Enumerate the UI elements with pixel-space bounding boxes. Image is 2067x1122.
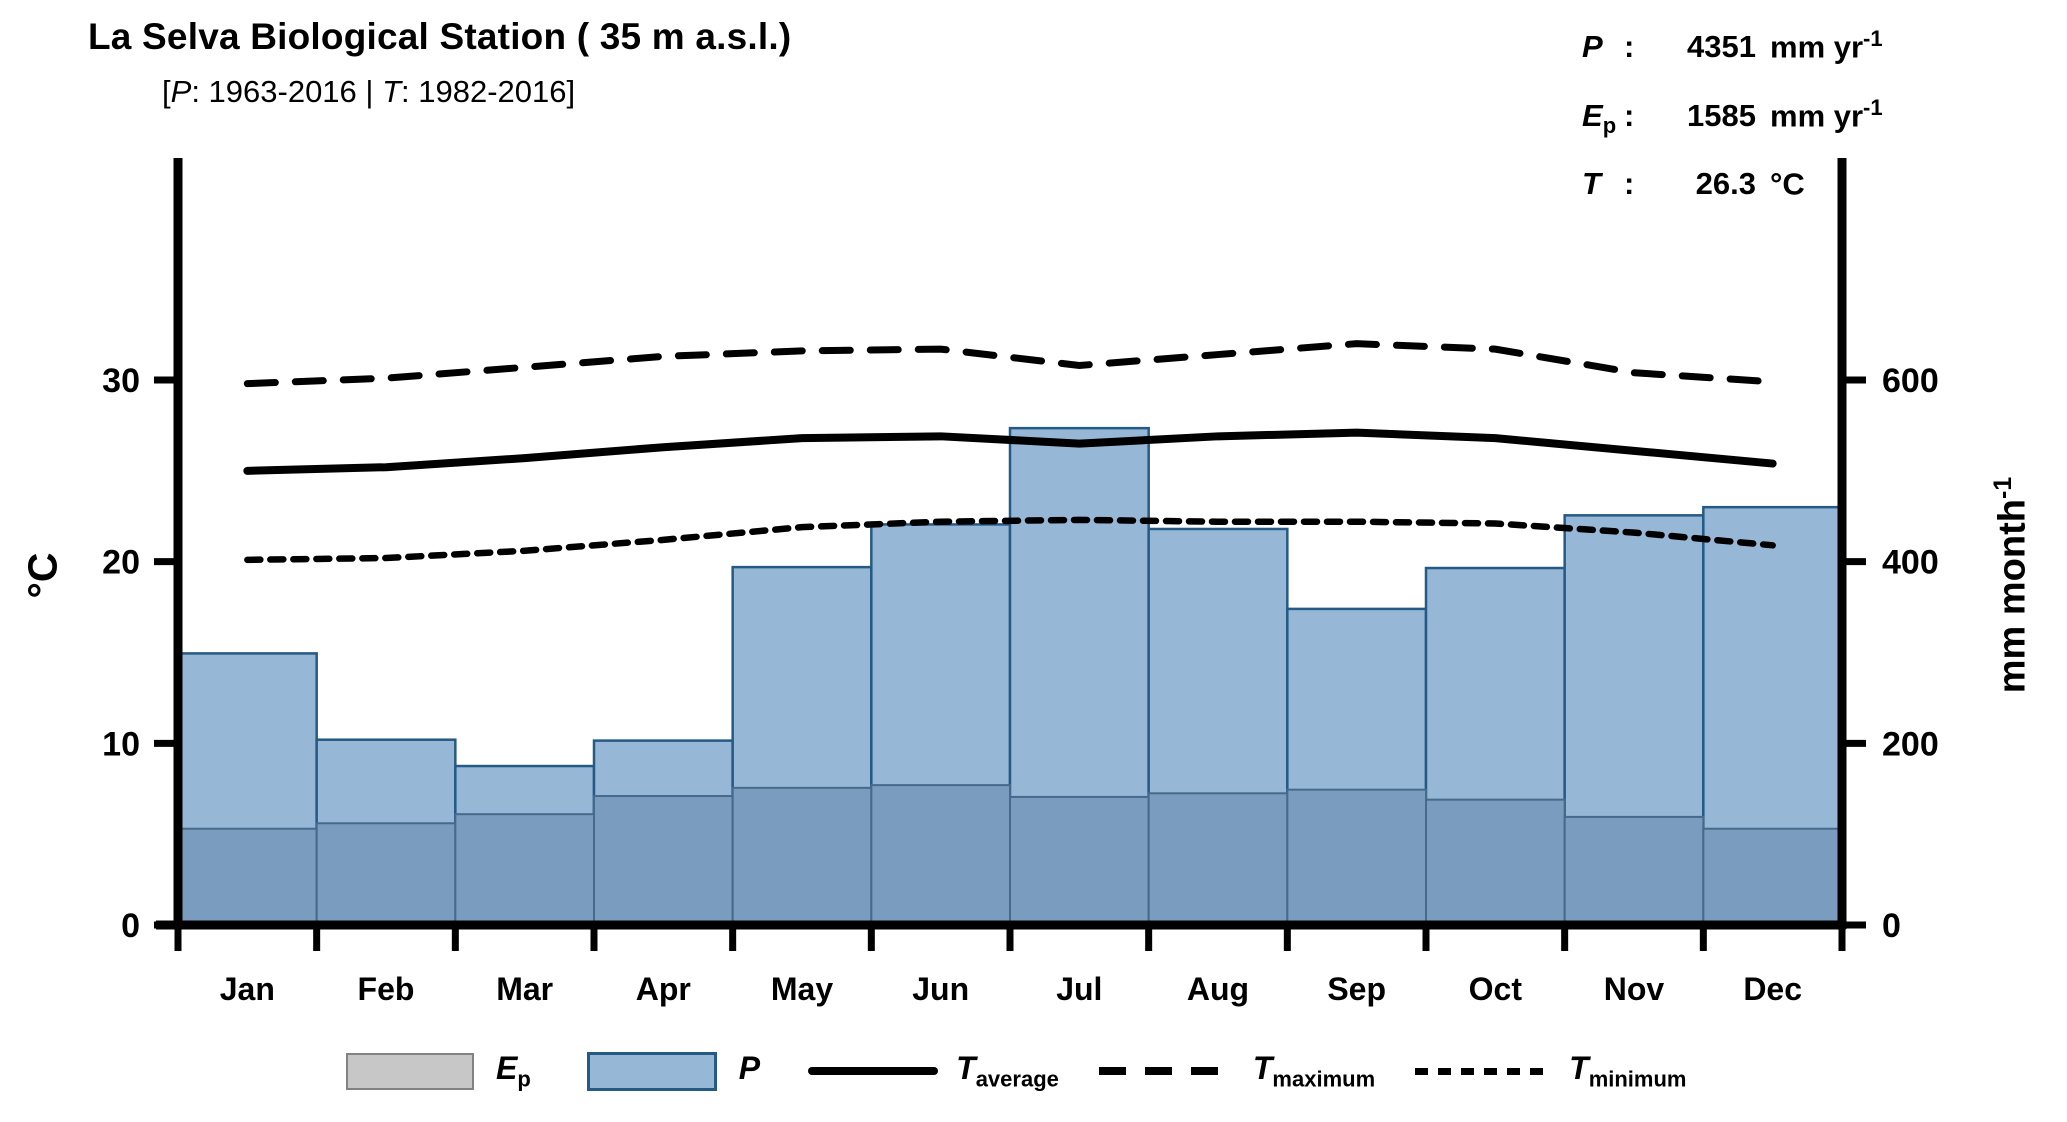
stat-p-unit: mm yr [1770, 29, 1864, 65]
evapotranspiration-bar-dec [1702, 827, 1844, 927]
evapotranspiration-bar-oct [1425, 798, 1566, 927]
annual-stats: P : 4351 mm yr-1 Ep : 1585 mm yr-1 T : 2… [1582, 14, 1883, 220]
subtitle-p-years: : 1963-2016 [191, 74, 366, 109]
right-axis-tick-label-200: 200 [1882, 725, 1939, 763]
legend-p-label: P [738, 1050, 761, 1086]
month-label-nov: Nov [1604, 971, 1665, 1007]
stat-p-symbol: P [1582, 29, 1603, 65]
month-label-may: May [771, 971, 833, 1007]
legend-ep-swatch [346, 1052, 474, 1090]
evapotranspiration-bar-jul [1009, 795, 1150, 926]
evapotranspiration-bar-apr [593, 795, 734, 926]
right-axis-tick-label-0: 0 [1882, 907, 1901, 945]
month-label-sep: Sep [1327, 971, 1386, 1007]
legend: Ep P Taverage Tmaximum Tminimum [346, 1050, 1686, 1092]
month-label-dec: Dec [1743, 971, 1802, 1007]
stat-ep-sub: p [1602, 113, 1617, 139]
legend-p-swatch [586, 1051, 717, 1091]
right-axis-tick-label-400: 400 [1882, 544, 1939, 582]
legend-ep-label: Ep [496, 1050, 531, 1092]
subtitle-close: ] [566, 74, 576, 109]
stat-ep-value: 1585 [1687, 97, 1756, 133]
month-label-apr: Apr [636, 971, 691, 1007]
left-axis-tick-label-10: 10 [102, 725, 140, 763]
left-axis-tick-label-20: 20 [102, 544, 140, 582]
subtitle-t-symbol: T [373, 74, 402, 109]
left-axis-tick-label-0: 0 [121, 907, 140, 945]
evapotranspiration-bar-may [731, 786, 873, 927]
month-label-aug: Aug [1187, 971, 1249, 1007]
right-axis-unit-text: mm month [1991, 499, 2034, 694]
stat-p-exponent: -1 [1863, 26, 1883, 51]
month-label-jan: Jan [220, 971, 275, 1007]
legend-tmaximum-label: Tmaximum [1252, 1050, 1376, 1092]
page-title: La Selva Biological Station ( 35 m a.s.l… [88, 16, 792, 57]
stat-evapotranspiration: Ep : 1585 mm yr-1 [1582, 83, 1883, 152]
evapotranspiration-bar-aug [1147, 792, 1289, 927]
stat-t-unit: °C [1770, 166, 1805, 202]
evapotranspiration-bar-jun [870, 784, 1011, 926]
month-label-mar: Mar [496, 971, 553, 1007]
subtitle-t-years: : 1982-2016 [401, 74, 567, 109]
stat-ep-symbol: E [1582, 97, 1603, 133]
month-label-jul: Jul [1056, 971, 1102, 1007]
evapotranspiration-bar-mar [454, 813, 596, 927]
t-average-line [243, 428, 1777, 475]
subtitle: [P: 1963-2016 | T: 1982-2016] [162, 74, 575, 110]
stat-temperature: T : 26.3 °C [1582, 151, 1883, 220]
legend-taverage-label: Taverage [956, 1050, 1059, 1092]
left-axis-tick-label-30: 30 [102, 362, 140, 400]
left-axis-unit-label: °C [19, 552, 66, 599]
stat-precipitation: P : 4351 mm yr-1 [1582, 14, 1883, 83]
legend-tmaximum-line-sample [1098, 1067, 1235, 1076]
right-axis-unit-exponent: -1 [1989, 476, 2017, 500]
right-axis-unit-label: mm month-1 [1989, 453, 2035, 717]
evapotranspiration-bar-nov [1563, 815, 1705, 926]
stat-p-colon: : [1624, 29, 1635, 65]
month-label-jun: Jun [912, 971, 969, 1007]
stat-ep-exponent: -1 [1863, 94, 1883, 120]
month-label-oct: Oct [1469, 971, 1523, 1007]
stat-t-colon: : [1624, 166, 1635, 202]
stat-ep-colon: : [1624, 97, 1635, 133]
legend-tminimum-line-sample [1415, 1067, 1552, 1075]
evapotranspiration-bar-feb [315, 822, 457, 926]
subtitle-p-symbol: P [170, 74, 192, 109]
legend-tminimum-label: Tminimum [1569, 1050, 1687, 1092]
right-axis-tick-label-600: 600 [1882, 362, 1939, 400]
stat-ep-unit: mm yr [1770, 97, 1864, 133]
t-minimum-line [244, 516, 1776, 564]
subtitle-open: [ [162, 74, 171, 109]
evapotranspiration-bar-sep [1286, 788, 1428, 926]
month-label-feb: Feb [358, 971, 415, 1007]
stat-t-symbol: T [1582, 166, 1601, 202]
subtitle-separator: | [365, 74, 374, 109]
legend-taverage-line-sample [808, 1067, 939, 1076]
t-maximum-line [243, 340, 1777, 388]
stat-p-value: 4351 [1687, 29, 1756, 65]
stat-t-value: 26.3 [1695, 166, 1756, 202]
evapotranspiration-bar-jan [177, 827, 318, 927]
